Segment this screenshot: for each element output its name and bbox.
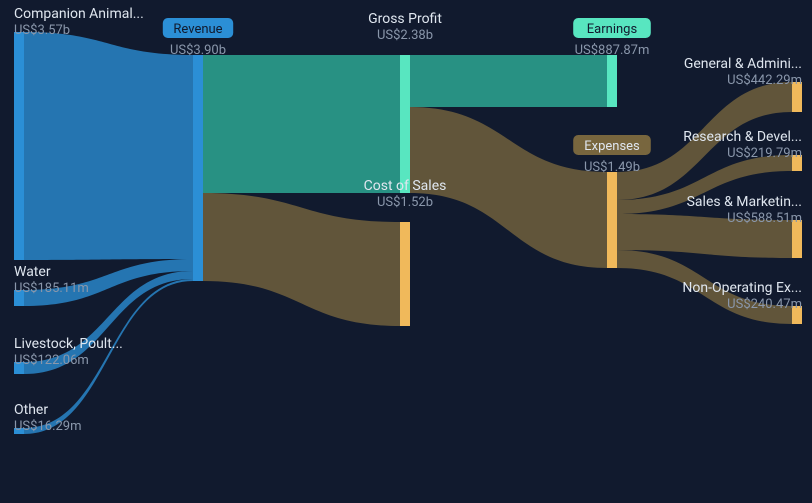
node-gross-label: Gross Profit <box>368 11 442 27</box>
flow-revenue-to-gross <box>203 55 400 193</box>
node-companion[interactable] <box>14 32 24 260</box>
node-rd-value: US$219.79m <box>727 146 802 161</box>
node-revenue[interactable] <box>193 55 203 281</box>
node-earnings-value: US$887.87m <box>575 43 650 58</box>
sankey-chart: Companion Animal...US$3.57b WaterUS$185.1… <box>0 0 812 503</box>
node-expenses-label: Expenses <box>584 139 640 154</box>
flow-gross-to-earnings <box>410 55 607 107</box>
flow-revenue-to-cos <box>203 193 400 326</box>
node-expenses-value: US$1.49b <box>584 160 640 175</box>
node-water-label: Water <box>14 264 51 280</box>
node-earnings[interactable] <box>607 55 617 107</box>
node-ga-value: US$442.29m <box>727 73 802 88</box>
node-other-value: US$16.29m <box>14 419 82 434</box>
node-gross[interactable] <box>400 55 410 193</box>
node-cos-label: Cost of Sales <box>364 178 447 194</box>
node-companion-label: Companion Animal... <box>14 6 144 22</box>
node-ga-label: General & Admini... <box>684 56 802 72</box>
node-livestock-label: Livestock, Poult... <box>14 336 123 352</box>
node-earnings-label: Earnings <box>587 22 638 37</box>
flow-companion-to-revenue <box>24 32 193 260</box>
node-cos-value: US$1.52b <box>377 195 433 210</box>
node-nop-label: Non-Operating Ex... <box>682 280 802 296</box>
node-livestock-value: US$122.06m <box>14 353 89 368</box>
node-sm-label: Sales & Marketin... <box>687 194 802 210</box>
node-revenue-value: US$3.90b <box>170 43 226 58</box>
node-sm-value: US$588.51m <box>727 211 802 226</box>
node-gross-value: US$2.38b <box>377 28 433 43</box>
node-companion-value: US$3.57b <box>14 23 70 38</box>
node-water-value: US$185.11m <box>14 281 89 296</box>
node-revenue-label: Revenue <box>173 22 222 37</box>
node-cos[interactable] <box>400 222 410 326</box>
node-other-label: Other <box>14 402 48 418</box>
node-expenses[interactable] <box>607 172 617 268</box>
node-nop-value: US$240.47m <box>727 297 802 312</box>
node-rd-label: Research & Devel... <box>683 129 802 145</box>
